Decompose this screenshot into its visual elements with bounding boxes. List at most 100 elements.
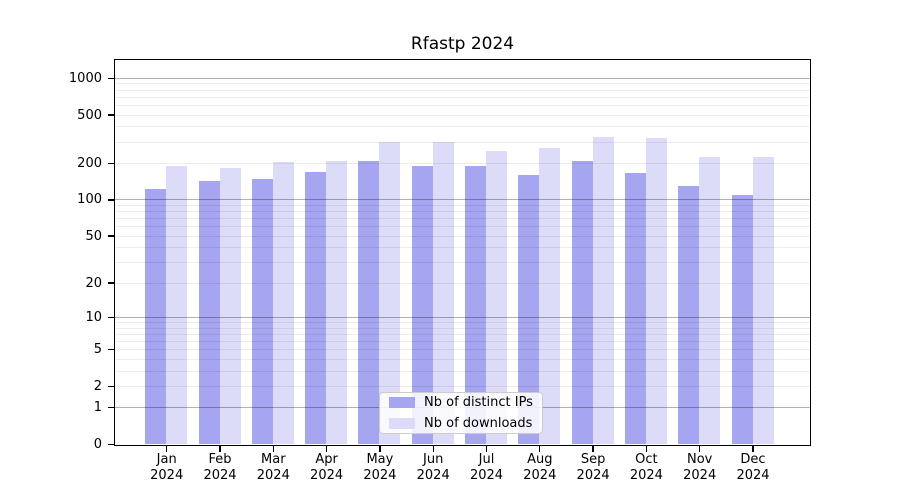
x-axis-tick <box>485 446 488 452</box>
y-axis-tick <box>107 77 114 80</box>
x-axis-tick <box>592 446 594 452</box>
bar-downloads <box>272 161 294 444</box>
x-label-year: 2024 <box>416 468 450 483</box>
y-axis-tick <box>107 282 114 284</box>
x-axis-tick <box>699 446 701 452</box>
bar-downloads <box>486 150 507 444</box>
x-label-year: 2024 <box>256 468 290 483</box>
y-axis-tick <box>107 407 114 409</box>
x-label-month: Sep <box>580 452 606 467</box>
gridline-major <box>115 316 810 318</box>
y-axis-tick <box>107 235 114 237</box>
gridline-minor <box>115 235 810 237</box>
x-axis-tick-label: Jun 2024 <box>401 452 465 484</box>
legend: Nb of distinct IPs Nb of downloads <box>379 392 543 434</box>
bar-distinct-ips <box>198 180 220 444</box>
gridline-minor <box>115 321 810 323</box>
y-axis-tick-label: 5 <box>93 342 102 358</box>
y-axis-tick <box>107 443 114 446</box>
gridline-minor <box>115 114 810 116</box>
x-axis-tick-label: Mar 2024 <box>241 452 305 484</box>
gridline-minor <box>115 162 810 164</box>
y-axis-tick-label: 2 <box>93 378 102 394</box>
bar-downloads <box>592 137 614 444</box>
bar-downloads <box>699 156 721 444</box>
bar-downloads <box>326 161 348 444</box>
x-axis-tick <box>432 446 434 452</box>
chart-title: Rfastp 2024 <box>410 34 515 54</box>
x-label-month: Jul <box>478 452 495 467</box>
x-label-year: 2024 <box>576 468 610 483</box>
gridline-minor <box>115 370 810 372</box>
gridline-minor <box>115 247 810 249</box>
gridline-minor <box>115 83 810 85</box>
x-label-year: 2024 <box>683 468 717 483</box>
gridline-major <box>115 199 810 201</box>
gridline-minor <box>115 218 810 220</box>
x-label-year: 2024 <box>203 468 237 483</box>
gridline-minor <box>115 211 810 213</box>
bar-distinct-ips <box>731 195 753 444</box>
gridline-minor <box>115 126 810 128</box>
gridline-minor <box>115 204 810 206</box>
bar-distinct-ips <box>305 172 327 444</box>
y-axis-tick <box>107 162 114 165</box>
bar-distinct-ips <box>465 165 486 444</box>
x-label-year: 2024 <box>310 468 344 483</box>
legend-item-downloads: Nb of downloads <box>389 416 542 431</box>
x-axis-tick-label: Feb 2024 <box>188 452 252 484</box>
x-axis-tick-label: Sep 2024 <box>561 452 625 484</box>
legend-item-distinct-ips: Nb of distinct IPs <box>389 395 542 410</box>
plot-area <box>114 58 811 446</box>
y-axis-tick-label: 0 <box>93 437 102 452</box>
x-axis-tick-label: Jul 2024 <box>455 452 519 484</box>
gridline-minor <box>115 385 810 387</box>
y-axis-tick <box>107 199 114 201</box>
x-label-month: May <box>366 452 394 467</box>
gridline-minor <box>115 333 810 335</box>
x-label-year: 2024 <box>469 468 504 483</box>
y-axis-tick <box>107 316 114 319</box>
x-axis-tick-label: Apr 2024 <box>295 452 359 484</box>
x-axis-tick <box>219 446 221 452</box>
x-axis-tick-label: Dec 2024 <box>721 452 785 484</box>
legend-label-downloads: Nb of downloads <box>424 416 533 431</box>
y-axis-tick <box>107 348 114 351</box>
legend-swatch-downloads <box>389 418 415 429</box>
y-axis-tick-label: 1000 <box>68 70 102 86</box>
gridline-minor <box>115 358 810 360</box>
x-axis-tick <box>325 446 328 452</box>
x-axis-tick <box>379 446 381 452</box>
x-axis-tick-label: Nov 2024 <box>668 452 732 484</box>
legend-label-distinct-ips: Nb of distinct IPs <box>424 395 533 410</box>
x-label-month: Jan <box>156 452 177 467</box>
gridline-minor <box>115 96 810 98</box>
bar-downloads <box>752 156 774 444</box>
y-axis-tick <box>107 385 114 387</box>
bar-distinct-ips <box>624 172 646 444</box>
x-label-year: 2024 <box>736 468 770 483</box>
gridline-minor <box>115 340 810 342</box>
gridline-minor <box>115 327 810 329</box>
gridline-minor <box>115 104 810 106</box>
y-axis-tick-label: 50 <box>85 228 102 244</box>
gridline-major <box>115 77 810 79</box>
gridline-minor <box>115 282 810 284</box>
x-label-month: Oct <box>635 452 658 467</box>
bar-distinct-ips <box>145 188 167 444</box>
gridline-minor <box>115 141 810 143</box>
x-axis-tick-label: May 2024 <box>348 452 412 484</box>
x-label-month: Apr <box>315 452 338 467</box>
bar-downloads <box>539 147 561 444</box>
x-label-month: Dec <box>740 452 766 467</box>
bar-downloads <box>166 165 188 444</box>
gridline-minor <box>115 349 810 351</box>
x-label-month: Feb <box>208 452 232 467</box>
y-axis-tick-label: 1 <box>93 400 102 416</box>
x-label-month: Mar <box>261 452 286 467</box>
x-label-year: 2024 <box>629 468 663 483</box>
x-label-year: 2024 <box>523 468 557 483</box>
y-axis-tick-label: 500 <box>77 107 102 123</box>
x-label-month: Jun <box>423 452 444 467</box>
